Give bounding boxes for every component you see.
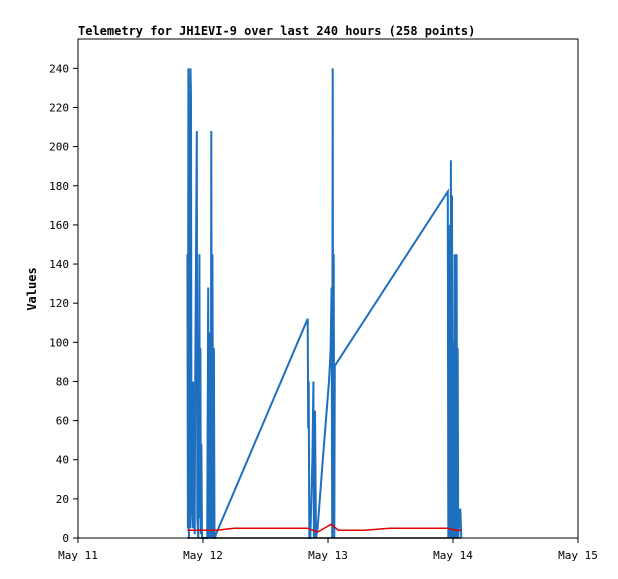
y-axis-label: Values (25, 267, 39, 310)
y-tick-label: 160 (49, 219, 69, 232)
y-axis: 0 20 40 60 80 100 120 140 160 180 200 220 240 (49, 62, 78, 545)
y-tick-label: 20 (56, 493, 69, 506)
y-tick-label: 240 (49, 62, 69, 75)
y-tick-label: 100 (49, 336, 69, 349)
x-tick-label: May 14 (433, 549, 473, 562)
y-tick-label: 120 (49, 297, 69, 310)
y-tick-label: 0 (62, 532, 69, 545)
y-tick-label: 40 (56, 454, 69, 467)
y-tick-label: 80 (56, 375, 69, 388)
x-tick-label: May 15 (558, 549, 598, 562)
plot-frame (77, 38, 579, 539)
chart-title: Telemetry for JH1EVI-9 over last 240 hou… (78, 24, 475, 38)
series-2-line (187, 523, 462, 533)
x-tick-label: May 13 (308, 549, 348, 562)
series-layer (186, 68, 463, 539)
x-tick-label: May 11 (58, 549, 98, 562)
x-axis: May 11 May 12 May 13 May 14 May 15 (58, 538, 598, 562)
y-tick-label: 60 (56, 415, 69, 428)
y-tick-label: 140 (49, 258, 69, 271)
series-1-line (186, 68, 463, 539)
x-tick-label: May 12 (183, 549, 223, 562)
y-tick-label: 200 (49, 141, 69, 154)
y-tick-label: 220 (49, 101, 69, 114)
y-tick-label: 180 (49, 180, 69, 193)
